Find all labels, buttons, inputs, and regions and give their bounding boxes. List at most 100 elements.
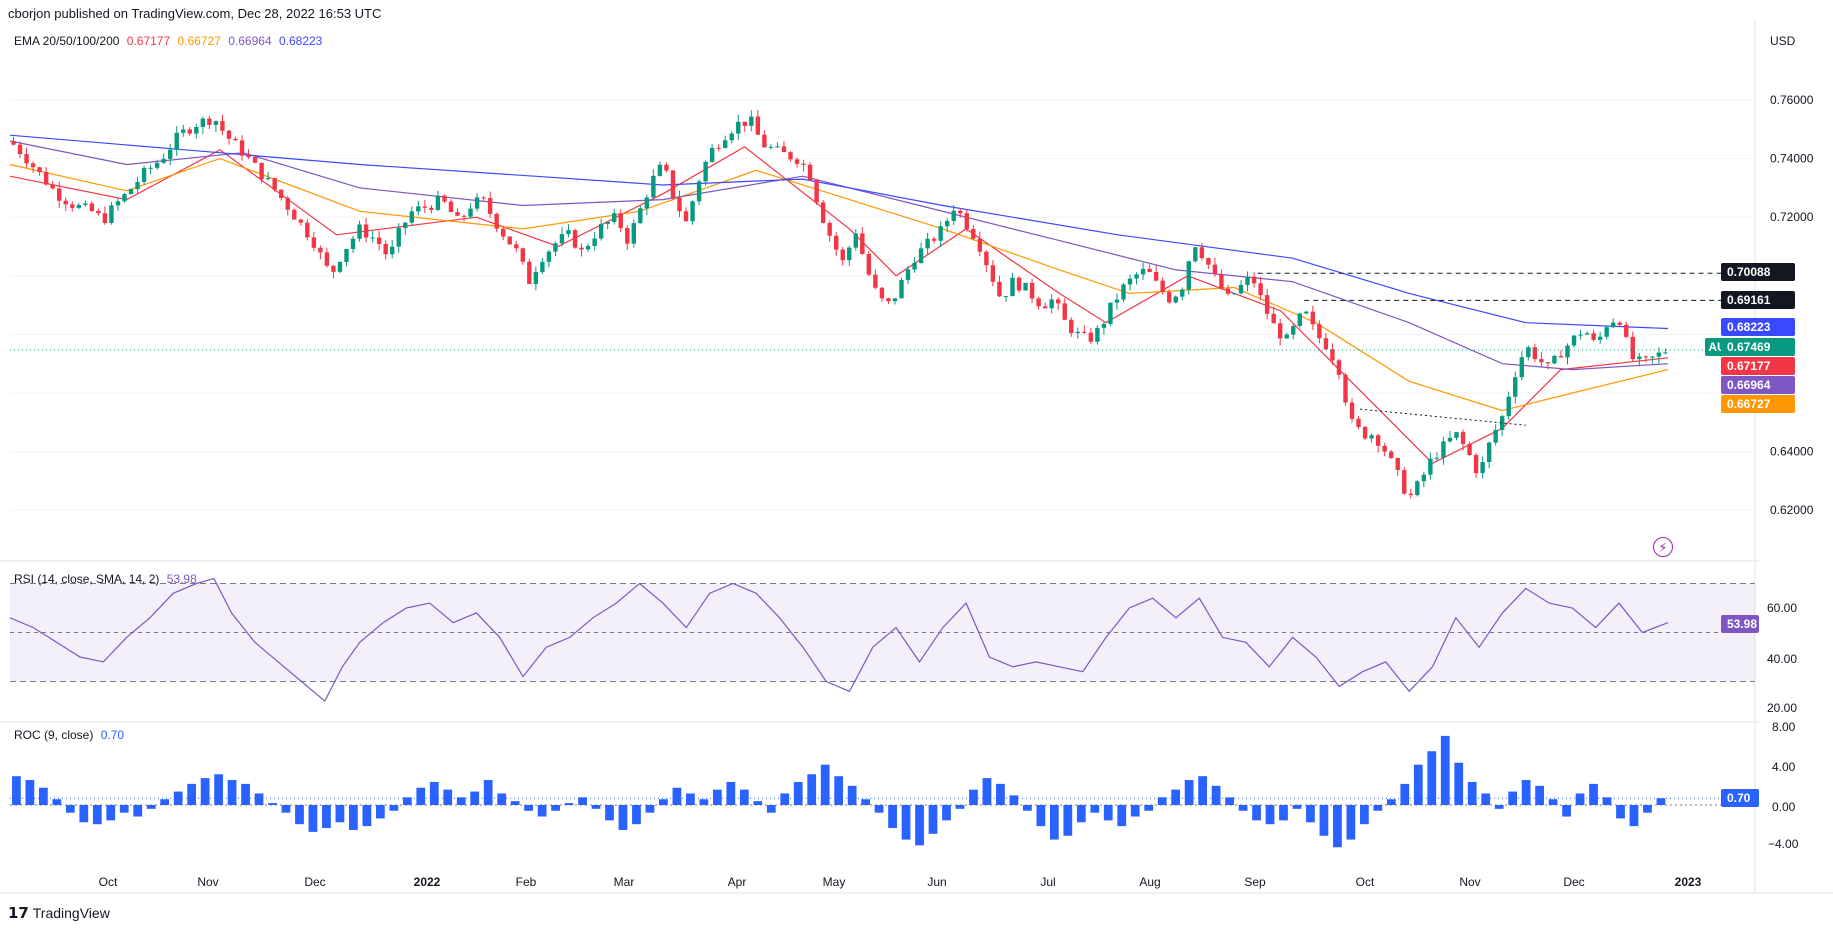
candle-body bbox=[1617, 322, 1622, 325]
candle-body bbox=[70, 204, 75, 208]
candle-body bbox=[1101, 323, 1107, 328]
roc-bar bbox=[632, 805, 641, 825]
candle-body bbox=[1153, 271, 1159, 281]
roc-bar bbox=[65, 805, 75, 813]
candle-body bbox=[272, 178, 277, 190]
roc-bar bbox=[106, 805, 116, 821]
rsi-pane[interactable] bbox=[9, 577, 1755, 703]
candle-body bbox=[631, 223, 636, 244]
candle-body bbox=[1264, 295, 1270, 314]
candle-body bbox=[651, 175, 656, 198]
candle-body bbox=[1323, 338, 1329, 350]
axes: 0.76000 0.74000 0.72000 0.64000 0.62000 Oct No… bbox=[99, 93, 1814, 889]
candle-body bbox=[161, 158, 166, 163]
candle-body bbox=[625, 228, 630, 244]
roc-bar bbox=[1157, 797, 1167, 805]
roc-bar bbox=[645, 805, 655, 813]
candle-body bbox=[1584, 333, 1590, 335]
candle-body bbox=[514, 244, 519, 249]
roc-legend[interactable]: ROC (9, close) 0.70 bbox=[14, 728, 124, 742]
roc-bar bbox=[1279, 805, 1288, 821]
candle-body bbox=[318, 247, 323, 253]
candle-body bbox=[220, 121, 225, 131]
roc-pane[interactable] bbox=[10, 735, 1755, 848]
roc-bar bbox=[1535, 785, 1544, 805]
candle-body bbox=[1565, 345, 1570, 358]
candle-body bbox=[1056, 299, 1061, 304]
roc-bar bbox=[1656, 798, 1666, 805]
roc-bar bbox=[1198, 776, 1207, 805]
candle-body bbox=[1023, 282, 1028, 291]
candle-body bbox=[1447, 437, 1453, 442]
x-tick-label: Oct bbox=[99, 875, 118, 889]
ema-line bbox=[9, 146, 1669, 465]
roc-bar bbox=[1494, 805, 1504, 809]
candle-body bbox=[1532, 347, 1538, 360]
candle-body bbox=[527, 261, 532, 284]
candle-body bbox=[729, 133, 734, 141]
roc-bar bbox=[780, 793, 790, 805]
candle-body bbox=[886, 298, 891, 302]
roc-bar bbox=[160, 799, 170, 805]
published-line: cborjon published on TradingView.com, De… bbox=[8, 6, 382, 21]
rsi-legend-label: RSI (14, close, SMA, 14, 2) bbox=[14, 572, 160, 586]
candle-body bbox=[853, 233, 858, 248]
candle-body bbox=[1330, 349, 1335, 361]
candle-body bbox=[1349, 402, 1355, 419]
candle-body bbox=[1291, 325, 1296, 335]
candle-body bbox=[259, 162, 264, 180]
candle-body bbox=[605, 221, 610, 224]
candle-body bbox=[1212, 264, 1218, 274]
candle-body bbox=[1317, 324, 1322, 339]
rsi-legend-value: 53.98 bbox=[166, 572, 197, 586]
candle-body bbox=[749, 116, 754, 126]
roc-bar bbox=[146, 805, 156, 809]
candle-body bbox=[1526, 347, 1531, 358]
roc-bar bbox=[362, 805, 372, 827]
roc-bar bbox=[187, 783, 197, 805]
main-pane[interactable] bbox=[9, 109, 1755, 499]
rsi-line bbox=[9, 577, 1669, 703]
roc-bar bbox=[551, 805, 560, 811]
candle-body bbox=[337, 261, 343, 272]
candle-body bbox=[905, 269, 911, 280]
candle-body bbox=[618, 213, 623, 229]
candle-body bbox=[1095, 327, 1100, 342]
ema-legend-label: EMA 20/50/100/200 bbox=[14, 34, 120, 48]
candle-body bbox=[657, 164, 663, 176]
candle-body bbox=[1571, 335, 1577, 346]
candle-body bbox=[1637, 356, 1642, 360]
candle-body bbox=[1082, 331, 1087, 333]
y-tick-label: 0.64000 bbox=[1770, 445, 1814, 459]
y-tick-label: 0.76000 bbox=[1770, 93, 1814, 107]
candle-body bbox=[703, 161, 708, 182]
candle-body bbox=[168, 149, 173, 159]
candle-body bbox=[76, 205, 81, 208]
candle-body bbox=[546, 251, 552, 262]
candle-body bbox=[298, 219, 303, 223]
roc-bar bbox=[1090, 805, 1100, 813]
candle-body bbox=[390, 246, 395, 255]
roc-bar bbox=[996, 783, 1005, 805]
ema-legend[interactable]: EMA 20/50/100/200 0.67177 0.66727 0.6696… bbox=[14, 34, 322, 48]
roc-bar bbox=[766, 805, 776, 813]
tradingview-logo[interactable]: 𝟭𝟳 TradingView bbox=[8, 904, 110, 922]
roc-bar bbox=[1171, 789, 1181, 805]
roc-bar bbox=[578, 797, 587, 805]
candle-body bbox=[990, 265, 996, 282]
candle-body bbox=[83, 203, 88, 206]
candle-body bbox=[1310, 311, 1316, 325]
x-tick-label: Oct bbox=[1356, 875, 1375, 889]
roc-bar bbox=[564, 803, 574, 805]
roc-bar bbox=[928, 805, 938, 834]
candle-body bbox=[1356, 418, 1361, 427]
lightning-icon[interactable]: ⚡ bbox=[1653, 537, 1673, 557]
grid bbox=[0, 20, 1833, 894]
candle-body bbox=[768, 146, 774, 148]
roc-bar bbox=[214, 774, 223, 805]
rsi-tick-60: 60.00 bbox=[1767, 601, 1798, 615]
rsi-legend[interactable]: RSI (14, close, SMA, 14, 2) 53.98 bbox=[14, 572, 197, 586]
candle-body bbox=[1650, 356, 1655, 358]
candle-body bbox=[383, 243, 388, 255]
candle-body bbox=[474, 197, 480, 209]
